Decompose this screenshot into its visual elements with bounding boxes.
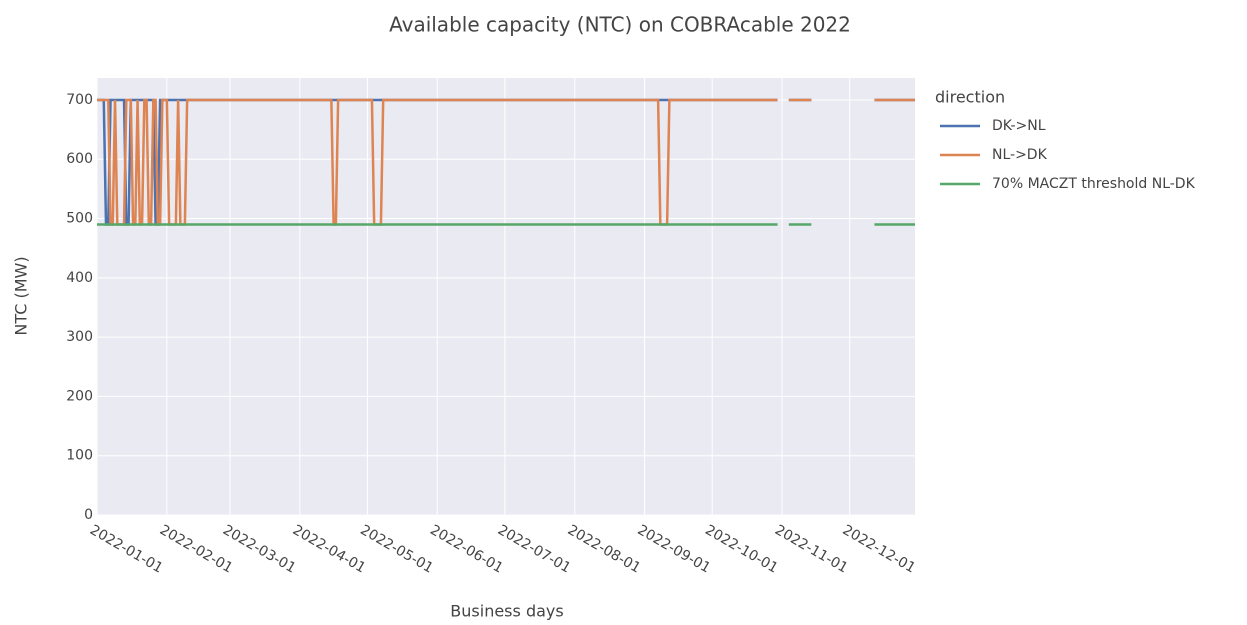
- legend-label: NL->DK: [992, 147, 1048, 163]
- y-tick-label: 600: [66, 151, 93, 167]
- x-tick-label: 2022-05-01: [357, 522, 435, 577]
- x-axis-title: Business days: [450, 602, 563, 621]
- y-tick-label: 0: [84, 507, 93, 523]
- y-axis-title: NTC (MW): [12, 256, 31, 335]
- x-tick-label: 2022-06-01: [427, 522, 505, 577]
- x-tick-label: 2022-01-01: [87, 522, 165, 577]
- x-tick-label: 2022-10-01: [702, 522, 780, 577]
- legend-label: 70% MACZT threshold NL-DK: [992, 176, 1196, 192]
- plot-area: [97, 78, 915, 515]
- x-tick-label: 2022-07-01: [495, 522, 573, 577]
- x-tick-label: 2022-11-01: [772, 522, 850, 577]
- x-tick-label: 2022-09-01: [635, 522, 713, 577]
- grid: [96, 78, 915, 516]
- x-tick-label: 2022-04-01: [290, 522, 368, 577]
- y-tick-label: 300: [66, 329, 93, 345]
- y-tick-label: 400: [66, 270, 93, 286]
- legend-label: DK->NL: [992, 118, 1046, 134]
- y-tick-label: 200: [66, 388, 93, 404]
- x-tick-label: 2022-12-01: [840, 522, 918, 577]
- lines: [97, 98, 915, 226]
- y-tick-label: 500: [66, 211, 93, 227]
- x-tick-label: 2022-08-01: [565, 522, 643, 577]
- chart-title: Available capacity (NTC) on COBRAcable 2…: [389, 13, 851, 37]
- legend-title: direction: [935, 88, 1005, 107]
- y-tick-label: 100: [66, 448, 93, 464]
- y-tick-label: 700: [66, 92, 93, 108]
